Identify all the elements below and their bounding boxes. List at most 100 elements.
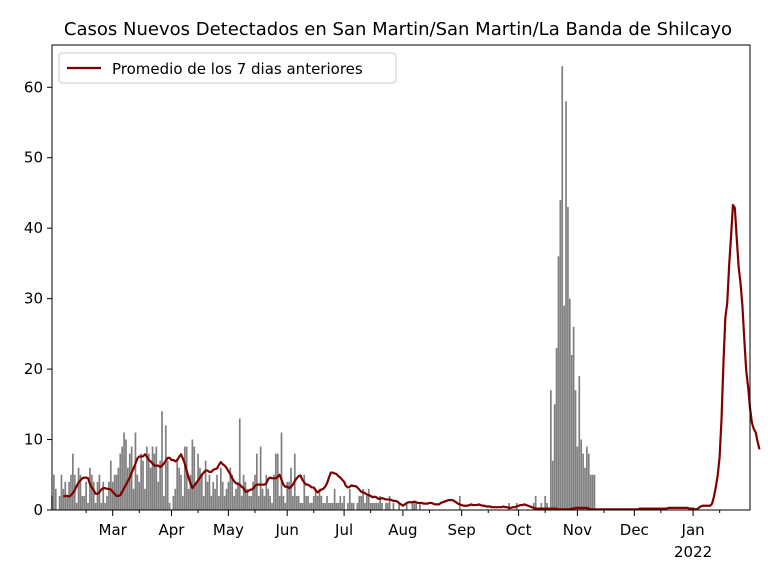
daily-case-bar xyxy=(199,467,201,510)
daily-case-bar xyxy=(570,355,573,510)
daily-case-bar xyxy=(392,502,395,510)
legend: Promedio de los 7 dias anteriores xyxy=(58,52,397,84)
daily-case-bar xyxy=(366,495,368,510)
daily-case-bar xyxy=(85,481,87,510)
daily-case-bar xyxy=(140,453,142,510)
daily-case-bar xyxy=(329,502,332,510)
daily-case-bar xyxy=(238,418,241,510)
daily-case-bar xyxy=(282,495,285,510)
chart-title: Casos Nuevos Detectados en San Martin/Sa… xyxy=(64,19,732,40)
daily-case-bar xyxy=(72,453,74,510)
daily-case-bar xyxy=(398,502,400,510)
daily-case-bar xyxy=(278,495,281,510)
x-tick-label: Apr xyxy=(159,521,186,539)
daily-case-bar xyxy=(83,495,86,510)
daily-case-bar xyxy=(189,474,192,510)
daily-case-bar xyxy=(94,502,97,510)
daily-case-bar xyxy=(106,495,108,510)
daily-case-bar xyxy=(580,439,583,510)
daily-case-bar xyxy=(66,495,69,510)
daily-case-bar xyxy=(208,474,211,510)
daily-case-bar xyxy=(553,404,556,510)
daily-case-bar xyxy=(164,425,167,510)
daily-case-bar xyxy=(574,390,577,510)
daily-case-bar xyxy=(413,502,416,510)
daily-case-bar xyxy=(255,453,258,510)
daily-case-bar xyxy=(326,495,328,510)
daily-case-bar xyxy=(557,256,560,510)
daily-case-bar xyxy=(77,467,80,510)
daily-case-bar xyxy=(244,481,247,510)
daily-case-bar xyxy=(125,439,127,510)
x-tick-label: Jun xyxy=(274,521,298,539)
daily-case-bar xyxy=(233,495,235,510)
y-tick-label: 30 xyxy=(24,290,43,308)
legend-label: Promedio de los 7 dias anteriores xyxy=(112,60,363,78)
daily-case-bar xyxy=(276,453,279,510)
daily-case-bar xyxy=(145,446,148,510)
daily-case-bar xyxy=(185,446,188,510)
y-tick-label: 10 xyxy=(24,431,43,449)
daily-case-bar xyxy=(102,481,105,510)
daily-case-bar xyxy=(200,474,203,510)
daily-case-bar xyxy=(377,502,380,510)
daily-case-bar xyxy=(274,453,277,510)
daily-case-bar xyxy=(54,488,57,510)
daily-case-bar xyxy=(62,488,65,510)
daily-case-bar xyxy=(567,207,569,511)
daily-case-bar xyxy=(182,495,184,510)
y-tick-label: 20 xyxy=(24,360,43,378)
daily-case-bar xyxy=(309,502,311,510)
daily-case-bar xyxy=(356,502,359,510)
moving-average-line xyxy=(62,203,761,511)
daily-case-bar xyxy=(288,481,290,510)
daily-case-bar xyxy=(227,481,230,510)
daily-case-bar xyxy=(166,460,169,510)
daily-case-bar xyxy=(284,502,287,510)
daily-case-bar xyxy=(136,474,139,510)
daily-case-bar xyxy=(593,474,596,510)
daily-case-bar xyxy=(216,474,218,510)
daily-case-bar xyxy=(221,481,224,510)
daily-case-bar xyxy=(312,495,315,510)
daily-case-bar xyxy=(544,495,547,510)
daily-case-bar xyxy=(348,488,351,510)
daily-case-bar xyxy=(115,474,118,510)
daily-case-bar xyxy=(337,502,340,510)
daily-case-bar xyxy=(138,481,141,510)
daily-case-bar xyxy=(458,495,461,510)
daily-case-bar xyxy=(303,474,306,510)
daily-case-bar xyxy=(318,488,321,510)
daily-case-bar xyxy=(151,446,154,510)
daily-case-bar xyxy=(419,502,421,510)
x-tick-label: Sep xyxy=(448,521,476,539)
daily-case-bar xyxy=(144,488,146,510)
daily-case-bar xyxy=(280,432,283,510)
daily-case-bar xyxy=(214,488,216,510)
x-tick-label: Jul xyxy=(334,521,353,539)
daily-case-bar xyxy=(384,502,387,510)
daily-case-bar xyxy=(142,460,144,510)
daily-case-bar xyxy=(210,495,213,510)
y-tick-label: 40 xyxy=(24,219,43,237)
y-tick-label: 50 xyxy=(24,149,43,167)
x-axis: Mar Apr May Jun Jul Aug Sep Oct Nov Dec Jan 2022 xyxy=(85,510,721,561)
daily-case-bar xyxy=(96,481,99,510)
daily-case-bar xyxy=(305,495,308,510)
daily-case-bar xyxy=(180,474,182,510)
daily-case-bar xyxy=(153,453,156,510)
daily-case-bar xyxy=(70,474,72,510)
daily-case-bar xyxy=(314,488,317,510)
daily-case-bar xyxy=(271,502,273,510)
daily-case-bar xyxy=(117,467,120,510)
x-tick-label: May xyxy=(213,521,244,539)
daily-case-bar xyxy=(219,467,222,510)
daily-case-bar xyxy=(161,411,163,510)
daily-case-bar xyxy=(358,495,361,510)
daily-case-bar xyxy=(411,502,414,510)
daily-case-bar xyxy=(263,495,266,510)
daily-case-bar xyxy=(257,495,260,510)
daily-case-bar xyxy=(322,502,325,510)
daily-case-bar xyxy=(273,474,275,510)
